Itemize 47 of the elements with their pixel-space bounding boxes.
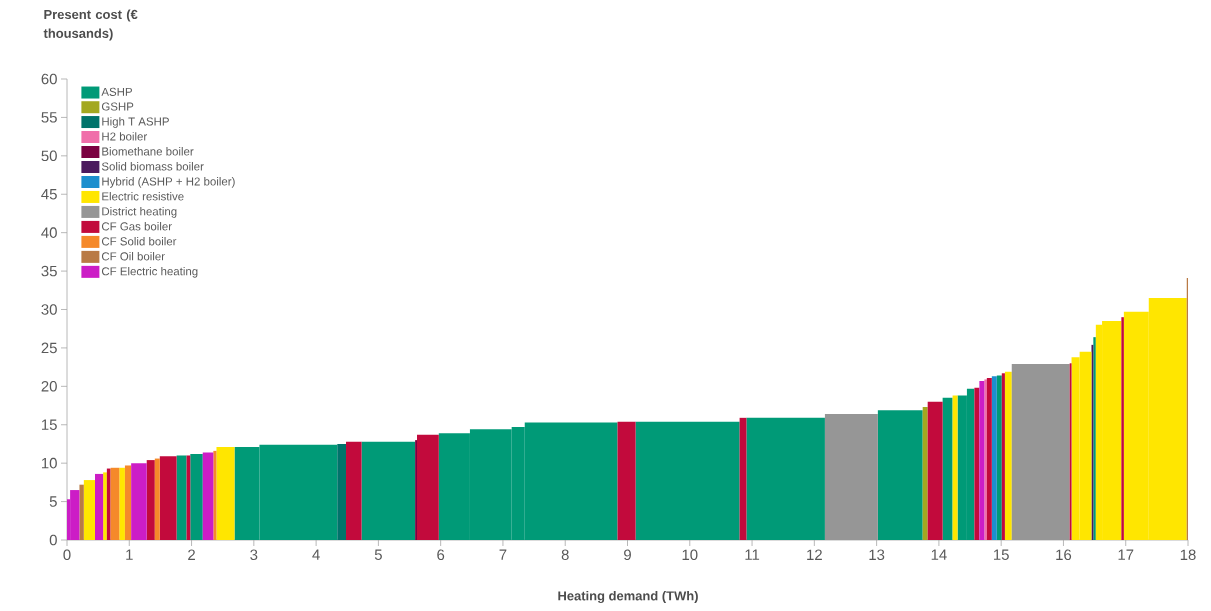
y-tick-label: 45 [41, 189, 57, 200]
legend-label: CF Gas boiler [101, 222, 172, 231]
legend-label: Solid biomass boiler [101, 162, 204, 171]
x-tick-label: 6 [437, 549, 445, 561]
x-tick-label: 17 [1118, 549, 1134, 560]
y-tick-label: 0 [49, 534, 57, 546]
legend-label: High T ASHP [102, 117, 169, 128]
x-tick-label: 15 [994, 549, 1009, 560]
legend-label: CF Solid boiler [101, 237, 177, 246]
x-tick-label: 4 [312, 549, 320, 560]
y-tick-label: 40 [41, 227, 57, 238]
x-tick-label: 1 [126, 549, 133, 560]
y-tick-label: 55 [41, 112, 57, 123]
y-tick-label: 50 [41, 150, 57, 162]
y-axis-title: Present cost (€ thousands) [43, 9, 138, 41]
x-tick-label: 7 [499, 549, 507, 560]
y-tick-label: 10 [42, 457, 57, 469]
legend-label: Hybrid (ASHP + H2 boiler) [102, 177, 235, 188]
legend-label: H2 boiler [102, 132, 148, 141]
x-tick-label: 10 [682, 549, 698, 561]
legend-label: CF Electric heating [101, 266, 198, 278]
x-tick-label: 5 [374, 549, 382, 560]
y-tick-label: 5 [49, 496, 57, 507]
y-tick-label: 25 [41, 342, 57, 354]
x-tick-label: 13 [869, 549, 885, 561]
x-tick-label: 12 [807, 549, 822, 560]
y-tick-label: 60 [41, 73, 57, 85]
x-axis-title: Heating demand (TWh) [558, 590, 698, 604]
y-tick-label: 35 [41, 265, 57, 277]
legend-label: GSHP [101, 102, 134, 111]
x-tick-label: 0 [63, 549, 71, 561]
y-tick-label: 15 [42, 419, 57, 430]
x-tick-label: 3 [250, 549, 258, 561]
x-tick-label: 16 [1056, 549, 1072, 561]
legend-label: CF Oil boiler [101, 251, 165, 261]
legend-label: ASHP [101, 87, 132, 96]
legend-label: District heating [102, 207, 177, 218]
legend-label: Biomethane boiler [102, 147, 194, 156]
y-tick-label: 20 [41, 381, 57, 392]
legend-label: Electric resistive [102, 192, 184, 201]
x-tick-label: 8 [561, 549, 569, 561]
y-tick-label: 30 [41, 304, 57, 315]
x-tick-label: 14 [931, 549, 947, 560]
x-tick-label: 2 [188, 549, 195, 560]
x-tick-label: 18 [1180, 549, 1196, 561]
x-tick-label: 11 [745, 549, 760, 560]
x-tick-label: 9 [624, 549, 631, 561]
